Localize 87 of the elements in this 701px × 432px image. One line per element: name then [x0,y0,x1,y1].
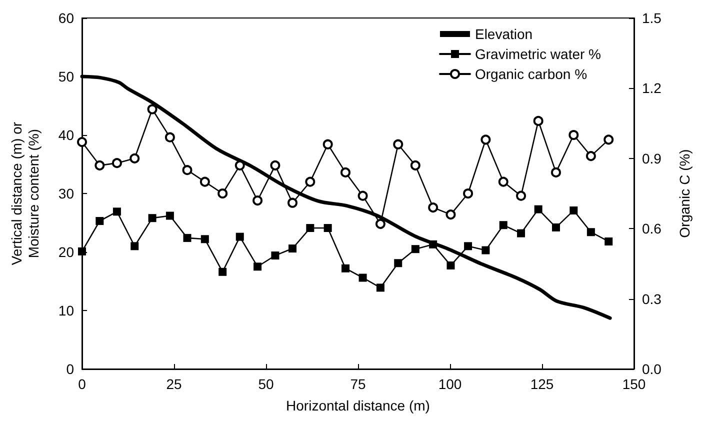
y2-tick-label: 0.9 [642,150,662,166]
point [394,259,402,268]
x-tick-label: 25 [166,376,182,392]
point [570,206,578,214]
x-tick-label: 150 [622,376,646,392]
point [341,264,350,272]
point [148,214,156,222]
y-tick-label: 30 [58,186,74,202]
point [411,245,420,254]
point [410,160,420,170]
point [252,196,263,206]
point [236,232,244,241]
y2-tick-label: 1.2 [642,80,662,96]
point [516,190,526,201]
point [324,224,332,232]
point [568,130,579,140]
point [498,176,508,187]
point [112,158,122,168]
y2-tick-label: 1.5 [642,10,662,26]
y2-tick-label: 0.3 [642,290,662,307]
y2-tick-label: 0.0 [642,361,662,377]
point [96,216,104,225]
point [270,160,280,170]
y2-tick-label: 0.6 [642,220,662,237]
x-tick-label: 50 [258,376,274,392]
y-tick-label: 50 [58,68,74,84]
point [429,240,438,248]
point [218,188,228,198]
point [94,160,105,170]
y-tick-label: 60 [58,10,74,26]
point [340,167,350,178]
y-tick-label: 0 [66,361,74,377]
point [166,212,174,220]
point [358,190,368,201]
point [77,137,87,148]
point [358,274,367,282]
point [446,261,455,270]
point [586,228,595,236]
point [480,134,491,145]
point [200,176,210,187]
point [218,268,227,276]
point [271,252,280,260]
point [182,165,192,176]
point [517,229,526,238]
point [534,205,542,214]
x-tick-label: 100 [438,376,462,392]
point [254,262,262,271]
point [533,116,544,126]
y2-axis-title: Organic C (%) [676,149,692,238]
point [375,218,386,229]
point [376,284,384,292]
point [463,188,474,198]
point [499,221,508,230]
point [552,223,560,232]
point [428,202,438,213]
point [147,104,158,114]
legend-label: Elevation [474,26,533,42]
point [234,160,245,170]
legend-label: Gravimetric water % [474,46,602,62]
x-axis-title: Horizontal distance (m) [286,398,430,414]
point [112,208,121,216]
x-tick-label: 125 [530,376,554,392]
point [604,134,614,145]
y-tick-label: 10 [58,302,74,318]
point [288,198,298,208]
x-tick-label: 75 [350,376,366,392]
point [393,139,404,150]
point [446,210,456,220]
point [130,153,140,164]
point [183,234,192,242]
point [464,242,472,250]
point [164,132,175,142]
point [482,246,490,254]
point [586,151,596,162]
point [200,235,209,244]
point [288,244,296,252]
point [604,237,613,246]
x-tick-label: 0 [78,376,86,392]
legend-label: Organic carbon % [474,66,588,82]
point [306,224,314,232]
y-axis-title: Vertical distance (m) or Moisture content (%) [8,122,42,266]
point [130,242,139,250]
y-tick-label: 40 [58,127,74,143]
point [550,167,561,178]
point [322,139,333,150]
point [305,176,316,187]
y-tick-label: 20 [58,244,74,260]
